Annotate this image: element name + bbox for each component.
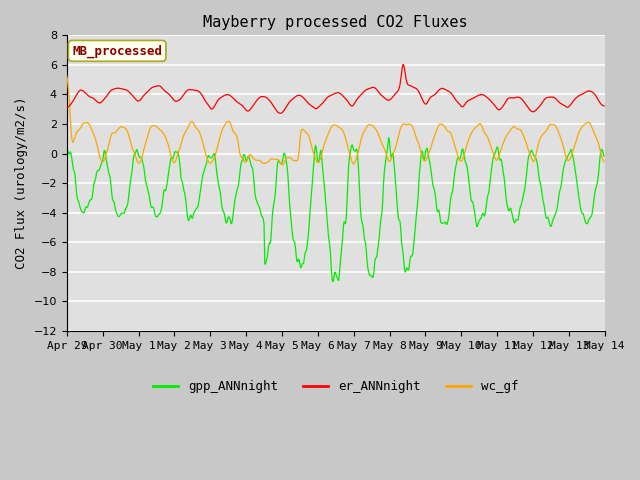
Text: MB_processed: MB_processed xyxy=(72,44,162,58)
Title: Mayberry processed CO2 Fluxes: Mayberry processed CO2 Fluxes xyxy=(204,15,468,30)
Legend: gpp_ANNnight, er_ANNnight, wc_gf: gpp_ANNnight, er_ANNnight, wc_gf xyxy=(148,375,524,398)
Y-axis label: CO2 Flux (urology/m2/s): CO2 Flux (urology/m2/s) xyxy=(15,97,28,269)
